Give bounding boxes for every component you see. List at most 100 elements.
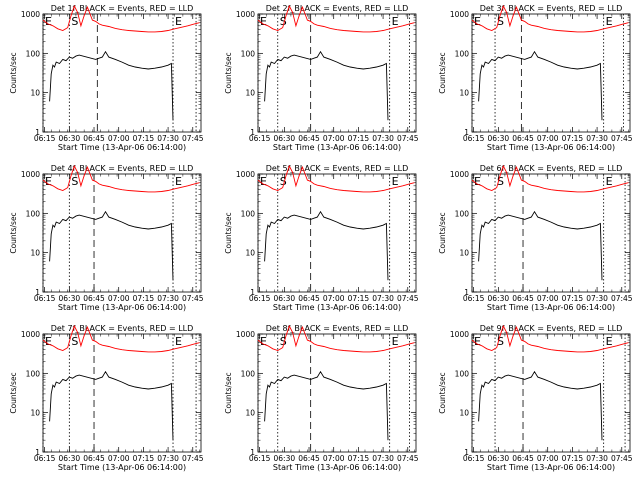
panel-det-5: Det 5f_BLACK = Events, RED = LLD 1 10 100 10…	[224, 164, 419, 312]
y-tick-label: 10	[459, 409, 469, 418]
x-tick-label: 07:45	[611, 454, 633, 463]
plot-frame	[42, 333, 202, 453]
x-tick-label: 07:00	[537, 454, 559, 463]
lld-series-line	[471, 324, 629, 353]
y-axis-label: Counts/sec	[438, 52, 447, 93]
plot-frame	[257, 173, 417, 293]
y-axis-label: Counts/sec	[224, 52, 233, 93]
events-series-line	[264, 210, 389, 281]
x-tick-label: 06:45	[512, 134, 534, 143]
panel-title: Det 9f_BLACK = Events, RED = LLD	[480, 324, 623, 333]
x-tick-label: 07:15	[562, 134, 584, 143]
y-axis-label: Counts/sec	[9, 52, 18, 93]
events-series-line	[49, 210, 174, 281]
lld-series-line	[42, 324, 200, 353]
x-tick-label: 07:15	[348, 294, 370, 303]
x-tick-label: 07:45	[182, 294, 204, 303]
x-tick-label: 06:45	[83, 134, 105, 143]
x-tick-label: 07:00	[108, 294, 130, 303]
x-tick-label: 07:45	[182, 454, 204, 463]
panel-title: Det 1f_BLACK = Events, RED = LLD	[51, 4, 194, 13]
y-tick-label: 10	[245, 409, 255, 418]
x-tick-label: 07:45	[611, 134, 633, 143]
x-tick-label: 06:30	[274, 294, 296, 303]
panel-title: Det 3f_BLACK = Events, RED = LLD	[480, 4, 623, 13]
y-axis-label: Counts/sec	[9, 212, 18, 253]
y-tick-label: 100	[26, 209, 41, 218]
panel-det-3: Det 3f_BLACK = Events, RED = LLD 1 10 100 10…	[438, 4, 633, 152]
x-tick-label: 06:45	[298, 454, 320, 463]
y-tick-label: 100	[241, 209, 256, 218]
y-tick-label: 1	[35, 288, 40, 297]
x-tick-label: 06:15	[463, 134, 485, 143]
x-tick-label: 07:30	[372, 294, 394, 303]
time-marker-label: S	[71, 335, 78, 348]
x-tick-label: 07:00	[108, 134, 130, 143]
x-tick-label: 07:30	[586, 134, 608, 143]
panel-title: Det 4f_BLACK = Events, RED = LLD	[51, 164, 194, 173]
events-series-line	[478, 50, 603, 121]
x-tick-label: 06:45	[83, 294, 105, 303]
time-marker-label: E	[260, 15, 267, 28]
y-tick-label: 1	[464, 128, 469, 137]
panel-det-4: Det 4f_BLACK = Events, RED = LLD 1 10 100 10…	[9, 164, 204, 312]
y-tick-label: 1000	[450, 170, 469, 179]
x-axis-label: Start Time (13-Apr-06 06:14:00)	[273, 143, 401, 152]
plot-frame	[471, 13, 631, 133]
y-tick-label: 1	[35, 448, 40, 457]
x-tick-label: 07:45	[397, 134, 419, 143]
x-tick-label: 06:15	[34, 454, 56, 463]
x-tick-label: 07:00	[323, 454, 345, 463]
panel-title: Det 2f_BLACK = Events, RED = LLD	[266, 4, 409, 13]
y-tick-label: 1000	[236, 330, 255, 339]
time-marker-label: E	[474, 15, 481, 28]
x-tick-label: 07:30	[372, 454, 394, 463]
x-tick-label: 06:15	[34, 134, 56, 143]
time-marker-label: E	[392, 335, 399, 348]
x-tick-label: 06:30	[274, 134, 296, 143]
y-tick-label: 100	[26, 369, 41, 378]
y-axis-label: Counts/sec	[438, 212, 447, 253]
y-tick-label: 10	[30, 409, 40, 418]
plot-frame	[471, 333, 631, 453]
x-tick-label: 07:45	[397, 294, 419, 303]
x-tick-label: 07:15	[562, 294, 584, 303]
x-axis-label: Start Time (13-Apr-06 06:14:00)	[487, 463, 615, 472]
time-marker-label: E	[474, 335, 481, 348]
lld-series-line	[42, 4, 200, 33]
y-tick-label: 1000	[236, 170, 255, 179]
y-tick-label: 10	[459, 249, 469, 258]
time-marker-label: E	[606, 15, 613, 28]
x-tick-label: 07:00	[537, 294, 559, 303]
y-tick-label: 1	[250, 128, 255, 137]
lld-series-line	[257, 164, 415, 193]
x-tick-label: 07:15	[348, 454, 370, 463]
panel-det-8: Det 8f_BLACK = Events, RED = LLD 1 10 100 10…	[224, 324, 419, 472]
time-marker-label: E	[260, 175, 267, 188]
y-tick-label: 100	[455, 369, 470, 378]
y-tick-label: 10	[245, 89, 255, 98]
x-axis-label: Start Time (13-Apr-06 06:14:00)	[273, 303, 401, 312]
x-tick-label: 06:15	[249, 454, 271, 463]
x-tick-label: 07:30	[586, 294, 608, 303]
x-tick-label: 07:00	[537, 134, 559, 143]
time-marker-label: S	[71, 15, 78, 28]
x-tick-label: 07:15	[348, 134, 370, 143]
panel-det-1: Det 1f_BLACK = Events, RED = LLD 1 10 100 10…	[9, 4, 204, 152]
x-tick-label: 06:30	[488, 134, 510, 143]
time-marker-label: E	[45, 175, 52, 188]
x-tick-label: 07:30	[157, 454, 179, 463]
x-tick-label: 06:30	[274, 454, 296, 463]
x-tick-label: 07:15	[133, 134, 155, 143]
y-tick-label: 1000	[450, 10, 469, 19]
x-tick-label: 07:00	[323, 294, 345, 303]
x-tick-label: 07:45	[397, 454, 419, 463]
lld-series-line	[257, 324, 415, 353]
x-tick-label: 06:30	[488, 454, 510, 463]
time-marker-label: S	[280, 15, 287, 28]
events-series-line	[478, 210, 603, 281]
time-marker-label: E	[392, 175, 399, 188]
x-axis-label: Start Time (13-Apr-06 06:14:00)	[58, 303, 186, 312]
time-marker-label: S	[497, 335, 504, 348]
y-tick-label: 100	[26, 49, 41, 58]
